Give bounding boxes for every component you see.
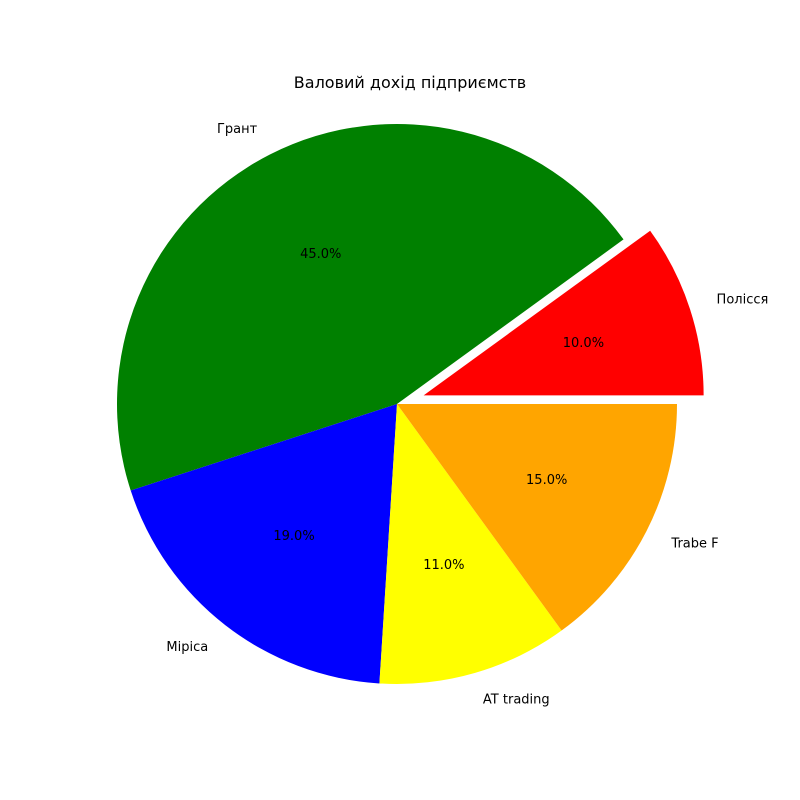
slice-label-2: Mipica <box>166 640 208 655</box>
slice-label-0: Полісся <box>717 293 769 308</box>
slice-pct-label-4: 15.0% <box>526 473 567 488</box>
slice-pct-label-2: 19.0% <box>273 529 314 544</box>
slice-label-1: Грант <box>217 122 258 137</box>
pie-slice-1 <box>117 124 624 491</box>
pie-slice-0 <box>423 230 704 396</box>
slice-label-3: AT trading <box>483 692 550 707</box>
slice-pct-label-0: 10.0% <box>563 336 604 351</box>
pie-labels: Полісся 10.0% Грант 45.0% Mipica 19.0% AT trad… <box>166 122 768 707</box>
chart-title: Валовий дохід підприємств <box>294 73 526 92</box>
pie-slices <box>117 124 704 685</box>
pie-slice-2 <box>130 404 398 684</box>
slice-label-4: Trabe F <box>670 536 718 551</box>
slice-pct-label-1: 45.0% <box>300 247 341 262</box>
pie-slice-3 <box>379 404 562 685</box>
pie-slice-4 <box>397 404 677 631</box>
slice-pct-label-3: 11.0% <box>423 558 464 573</box>
